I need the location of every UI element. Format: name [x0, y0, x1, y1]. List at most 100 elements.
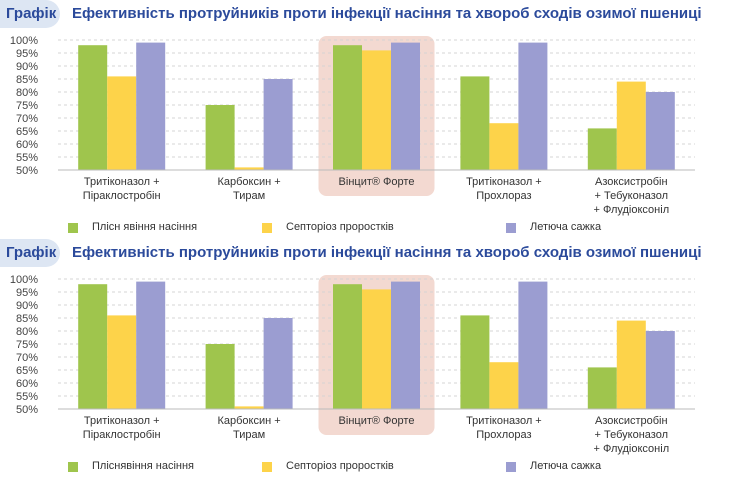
- x-tick-label-line: + Тебуконазол: [595, 190, 668, 202]
- legend-swatch-1: [262, 223, 272, 233]
- x-tick-label-line: Тирам: [233, 190, 265, 202]
- x-tick-label-line: + Тебуконазол: [595, 429, 668, 441]
- bar: [263, 318, 293, 409]
- legend-swatch-1: [262, 462, 272, 472]
- x-tick-label-line: Тритіконазол +: [466, 176, 542, 188]
- x-tick-label-line: Азоксистробін: [595, 415, 668, 427]
- x-tick-label-line: Прохлораз: [476, 429, 531, 441]
- bar: [333, 45, 362, 171]
- x-tick-label-line: Тритіконазол +: [84, 415, 160, 427]
- x-tick-label: Вінцит® Форте: [339, 176, 415, 188]
- x-tick-label: Вінцит® Форте: [339, 415, 415, 427]
- x-tick-label-line: Вінцит® Форте: [339, 415, 415, 427]
- bar: [645, 92, 675, 170]
- x-tick-label: Тритіконазол + Піраклостробін: [83, 415, 161, 441]
- bar: [460, 76, 490, 170]
- chart-panel-1: Графік Ефективність протруйників проти і…: [0, 0, 733, 238]
- bar: [616, 320, 646, 409]
- y-tick-label: 65%: [16, 365, 38, 377]
- bar-chart: 50%55%60%65%70%75%80%85%90%95%100% Тритік…: [10, 35, 695, 216]
- bar: [645, 331, 675, 409]
- legend-swatch-0: [68, 462, 78, 472]
- bar: [333, 284, 362, 409]
- x-tick-label-line: Прохлораз: [476, 190, 531, 202]
- x-tick-label-line: Азоксистробін: [595, 176, 668, 188]
- title-tag-label: Графік: [6, 5, 57, 22]
- bar: [78, 45, 108, 171]
- title-tag-label: Графік: [6, 244, 57, 261]
- chart-panel-2: Графік Ефективність протруйників проти і…: [0, 239, 733, 477]
- y-tick-label: 65%: [16, 126, 38, 138]
- legend-label-2: Летюча сажка: [530, 460, 602, 472]
- bar: [107, 315, 137, 409]
- bar: [587, 128, 617, 170]
- x-tick-label: Азоксистробін + Тебуконазол + Флудіоксоніл: [593, 415, 669, 455]
- y-tick-label: 100%: [10, 35, 38, 47]
- x-tick-label: Карбоксин + Тирам: [217, 415, 280, 441]
- chart-title-bar: Графік Ефективність протруйників проти і…: [0, 239, 733, 269]
- x-tick-label: Тритіконазол + Прохлораз: [466, 415, 542, 441]
- y-tick-label: 95%: [16, 287, 38, 299]
- legend-label-2: Летюча сажка: [530, 221, 602, 233]
- y-tick-label: 50%: [16, 165, 38, 177]
- y-tick-label: 80%: [16, 326, 38, 338]
- bar: [460, 315, 490, 409]
- legend-swatch-0: [68, 223, 78, 233]
- bar: [136, 42, 166, 170]
- legend-label-1: Септоріоз проростків: [286, 460, 394, 472]
- y-tick-label: 90%: [16, 61, 38, 73]
- bar: [78, 284, 108, 409]
- y-tick-label: 50%: [16, 404, 38, 416]
- y-tick-label: 80%: [16, 87, 38, 99]
- y-tick-label: 90%: [16, 300, 38, 312]
- x-tick-label-line: Карбоксин +: [217, 415, 280, 427]
- bar: [489, 362, 519, 409]
- y-tick-label: 85%: [16, 74, 38, 86]
- x-tick-label: Тритіконазол + Піраклостробін: [83, 176, 161, 202]
- bar: [587, 367, 617, 409]
- bar: [616, 81, 646, 170]
- bar: [518, 42, 548, 170]
- y-tick-label: 55%: [16, 152, 38, 164]
- y-tick-label: 60%: [16, 139, 38, 151]
- x-tick-label: Тритіконазол + Прохлораз: [466, 176, 542, 202]
- bar: [362, 289, 391, 409]
- bar: [391, 42, 420, 170]
- chart-title: Ефективність протруйників проти інфекції…: [72, 244, 702, 261]
- bar: [107, 76, 137, 170]
- bar: [234, 406, 264, 409]
- bar: [263, 79, 293, 170]
- legend-label-1: Септоріоз проростків: [286, 221, 394, 233]
- y-tick-label: 85%: [16, 313, 38, 325]
- y-tick-label: 60%: [16, 378, 38, 390]
- y-tick-label: 70%: [16, 352, 38, 364]
- y-tick-label: 55%: [16, 391, 38, 403]
- chart-title-bar: Графік Ефективність протруйників проти і…: [0, 0, 733, 30]
- x-tick-label-line: Вінцит® Форте: [339, 176, 415, 188]
- title-tag: Графік: [0, 239, 60, 267]
- bar: [136, 281, 166, 409]
- legend-label-0: Пліснявіння насіння: [92, 460, 194, 472]
- bar: [205, 344, 235, 409]
- x-tick-label-line: Піраклостробін: [83, 429, 161, 441]
- bar: [391, 281, 420, 409]
- x-tick-label-line: Карбоксин +: [217, 176, 280, 188]
- y-tick-label: 75%: [16, 339, 38, 351]
- bar: [362, 50, 391, 170]
- x-tick-label: Азоксистробін + Тебуконазол + Флудіоксоніл: [593, 176, 669, 216]
- bar: [234, 167, 264, 170]
- x-tick-label-line: Піраклостробін: [83, 190, 161, 202]
- bar: [518, 281, 548, 409]
- x-tick-label-line: Тирам: [233, 429, 265, 441]
- y-tick-label: 70%: [16, 113, 38, 125]
- x-tick-label-line: Тритіконазол +: [466, 415, 542, 427]
- x-tick-label: Карбоксин + Тирам: [217, 176, 280, 202]
- y-tick-label: 95%: [16, 48, 38, 60]
- legend-swatch-2: [506, 223, 516, 233]
- title-tag: Графік: [0, 0, 60, 28]
- y-tick-label: 75%: [16, 100, 38, 112]
- bar-chart: 50%55%60%65%70%75%80%85%90%95%100% Тритік…: [10, 274, 695, 455]
- chart-title: Ефективність протруйників проти інфекції…: [72, 5, 702, 22]
- bar: [489, 123, 519, 170]
- x-tick-label-line: Тритіконазол +: [84, 176, 160, 188]
